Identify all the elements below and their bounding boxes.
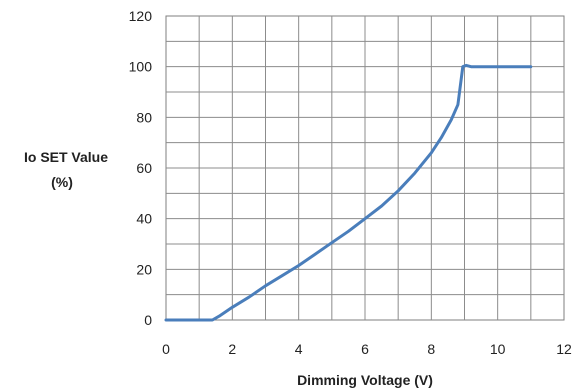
y-tick-label: 20 [136, 261, 152, 277]
y-axis-title-line1: Io SET Value [24, 149, 108, 165]
y-tick-label: 120 [129, 8, 153, 24]
x-tick-label: 6 [361, 341, 369, 357]
y-tick-label: 0 [144, 312, 152, 328]
y-tick-label: 40 [136, 211, 152, 227]
series [164, 63, 533, 322]
y-axis-ticks: 0 20 40 60 80 100 120 [129, 8, 153, 328]
x-axis-title: Dimming Voltage (V) [297, 372, 433, 388]
x-tick-label: 8 [427, 341, 435, 357]
x-tick-label: 10 [490, 341, 506, 357]
y-axis-title-line2: (%) [51, 174, 73, 190]
x-tick-label: 4 [295, 341, 303, 357]
x-tick-label: 2 [228, 341, 236, 357]
y-tick-label: 60 [136, 160, 152, 176]
x-tick-label: 12 [556, 341, 572, 357]
y-tick-label: 80 [136, 109, 152, 125]
x-tick-label: 0 [162, 341, 170, 357]
series-line [164, 63, 533, 322]
y-tick-label: 100 [129, 59, 153, 75]
x-axis-ticks: 0 2 4 6 8 10 12 [162, 341, 572, 357]
grid [165, 15, 565, 321]
